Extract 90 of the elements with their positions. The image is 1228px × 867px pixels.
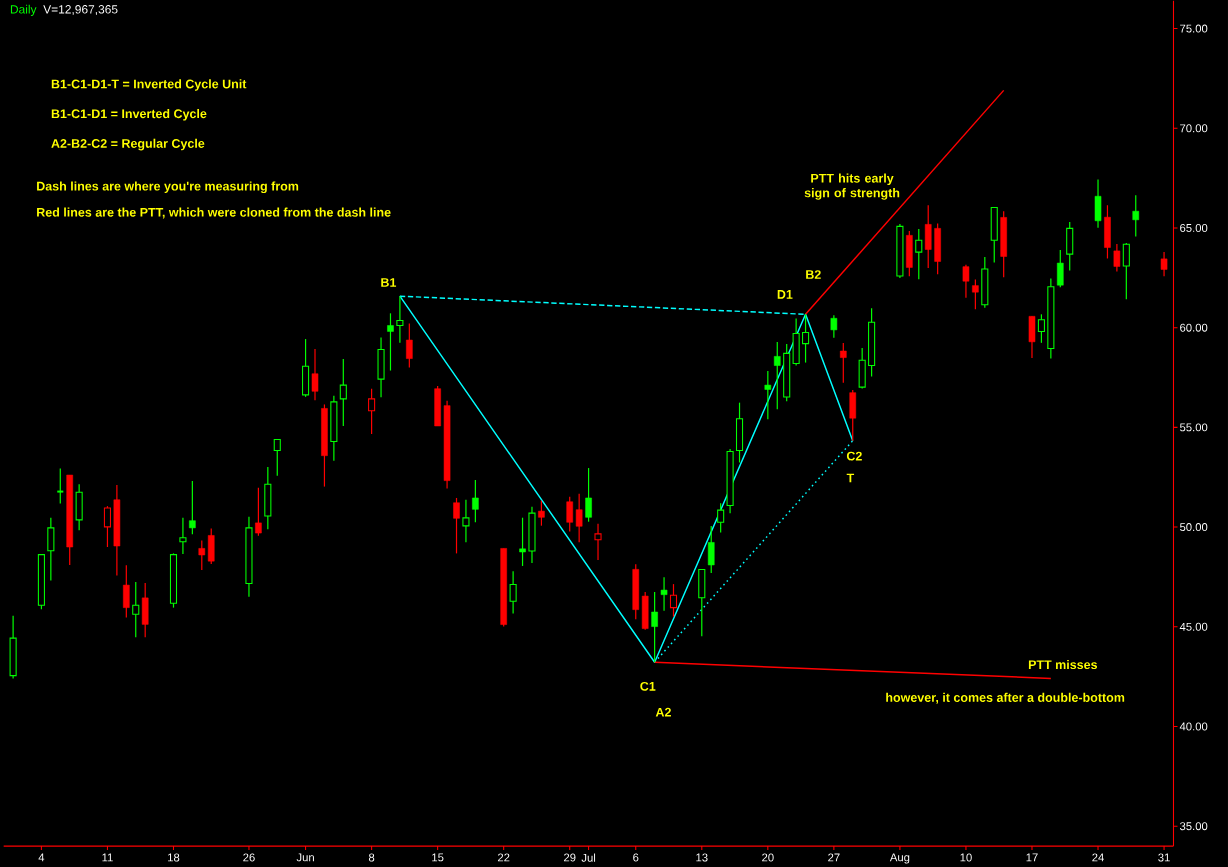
x-tick-label: 18 <box>168 853 180 862</box>
candlestick <box>509 570 517 615</box>
candlestick <box>519 516 526 567</box>
candlestick <box>132 581 140 638</box>
candlestick <box>660 576 668 612</box>
annotation: T <box>846 473 855 483</box>
chart-title: Daily <box>10 4 37 16</box>
candlestick <box>585 467 592 523</box>
candlestick <box>1037 313 1045 344</box>
annotation: B2 <box>806 269 821 279</box>
candlestick <box>273 438 281 477</box>
candlestick <box>566 495 573 532</box>
x-tick-label: 4 <box>38 853 45 862</box>
y-tick-label: 50.00 <box>1179 522 1208 531</box>
annotation: PTT hits early sign of strength <box>804 173 900 200</box>
x-tick-label: 6 <box>633 853 639 862</box>
annotation: B1 <box>381 277 397 287</box>
x-tick-label: 8 <box>368 853 375 862</box>
x-tick-label: Jul <box>581 853 596 862</box>
candlestick <box>707 525 715 574</box>
annotation: D1 <box>777 289 793 299</box>
annotation: B1-C1-D1-T = Inverted Cycle Unit <box>51 79 247 91</box>
candlestick <box>123 564 130 618</box>
candlestick <box>1057 249 1064 288</box>
candlestick <box>47 516 55 581</box>
candlestick <box>1160 251 1168 277</box>
annotation: Red lines are the PTT, which were cloned from the dash line <box>37 207 391 219</box>
candlestick <box>406 322 413 368</box>
candlestick <box>311 348 319 401</box>
candlestick <box>651 591 658 663</box>
candlestick <box>773 341 781 410</box>
candlestick <box>462 498 470 543</box>
x-tick-label: Jun <box>296 853 314 862</box>
candlestick <box>575 492 583 543</box>
candlestick <box>396 295 404 344</box>
x-tick-label: 26 <box>243 853 255 862</box>
chart-subtitle: V=12,967,365 <box>43 4 118 15</box>
x-tick-label: 24 <box>1092 853 1104 862</box>
annotation: PTT misses <box>1028 659 1098 669</box>
candlestick <box>368 387 376 435</box>
candlestick <box>255 487 262 537</box>
candlestick <box>56 467 65 504</box>
x-tick-label: 11 <box>102 853 113 862</box>
candlestick <box>962 263 970 299</box>
candlestick <box>387 312 394 371</box>
y-tick-label: 65.00 <box>1180 223 1208 232</box>
candlestick <box>669 583 678 618</box>
annotation: A2-B2-C2 = Regular Cycle <box>51 138 205 151</box>
x-tick-label: 31 <box>1158 853 1170 862</box>
x-tick-label: 29 <box>564 853 576 862</box>
annotation: C1 <box>640 681 656 691</box>
y-tick-label: 35.00 <box>1179 822 1208 830</box>
candlestick <box>764 370 772 420</box>
x-tick-label: 15 <box>432 853 444 862</box>
y-tick-label: 40.00 <box>1179 722 1208 731</box>
x-tick-label: 17 <box>1026 853 1038 862</box>
candlestick <box>717 502 725 533</box>
candlestick <box>339 358 347 427</box>
y-tick-label: 70.00 <box>1180 124 1208 133</box>
y-tick-label: 75.00 <box>1180 24 1208 33</box>
candlestick <box>915 228 923 280</box>
x-tick-label: 10 <box>960 853 972 862</box>
candlestick <box>103 505 111 548</box>
candlestick <box>1122 242 1130 300</box>
annotation: Dash lines are where you're measuring from <box>37 181 299 193</box>
y-tick-label: 45.00 <box>1179 622 1208 631</box>
annotation: however, it comes after a double-bottom <box>886 692 1125 704</box>
y-tick-label: 55.00 <box>1179 423 1208 432</box>
candlestick <box>189 480 196 535</box>
x-tick-label: 22 <box>497 853 510 862</box>
candlestick <box>1113 243 1121 272</box>
x-tick-label: Aug <box>889 853 910 864</box>
candlestick <box>453 497 460 554</box>
candlestick <box>198 539 206 571</box>
y-tick-label: 60.00 <box>1180 323 1208 332</box>
candlestick <box>538 499 545 527</box>
annotation: A2 <box>655 707 671 717</box>
x-tick-label: 27 <box>828 853 840 862</box>
x-tick-label: 13 <box>696 853 708 862</box>
candlestick <box>179 516 187 555</box>
candlestick <box>802 313 810 363</box>
annotation: B1-C1-D1 = Inverted Cycle <box>51 108 207 121</box>
candlestick <box>840 342 847 384</box>
candlestick <box>830 314 838 339</box>
x-tick-label: 20 <box>762 853 774 862</box>
annotation: C2 <box>846 451 862 461</box>
candlestick <box>972 278 979 310</box>
candlestick <box>1132 194 1140 237</box>
candlestick <box>594 522 602 561</box>
candlestick <box>472 479 479 523</box>
